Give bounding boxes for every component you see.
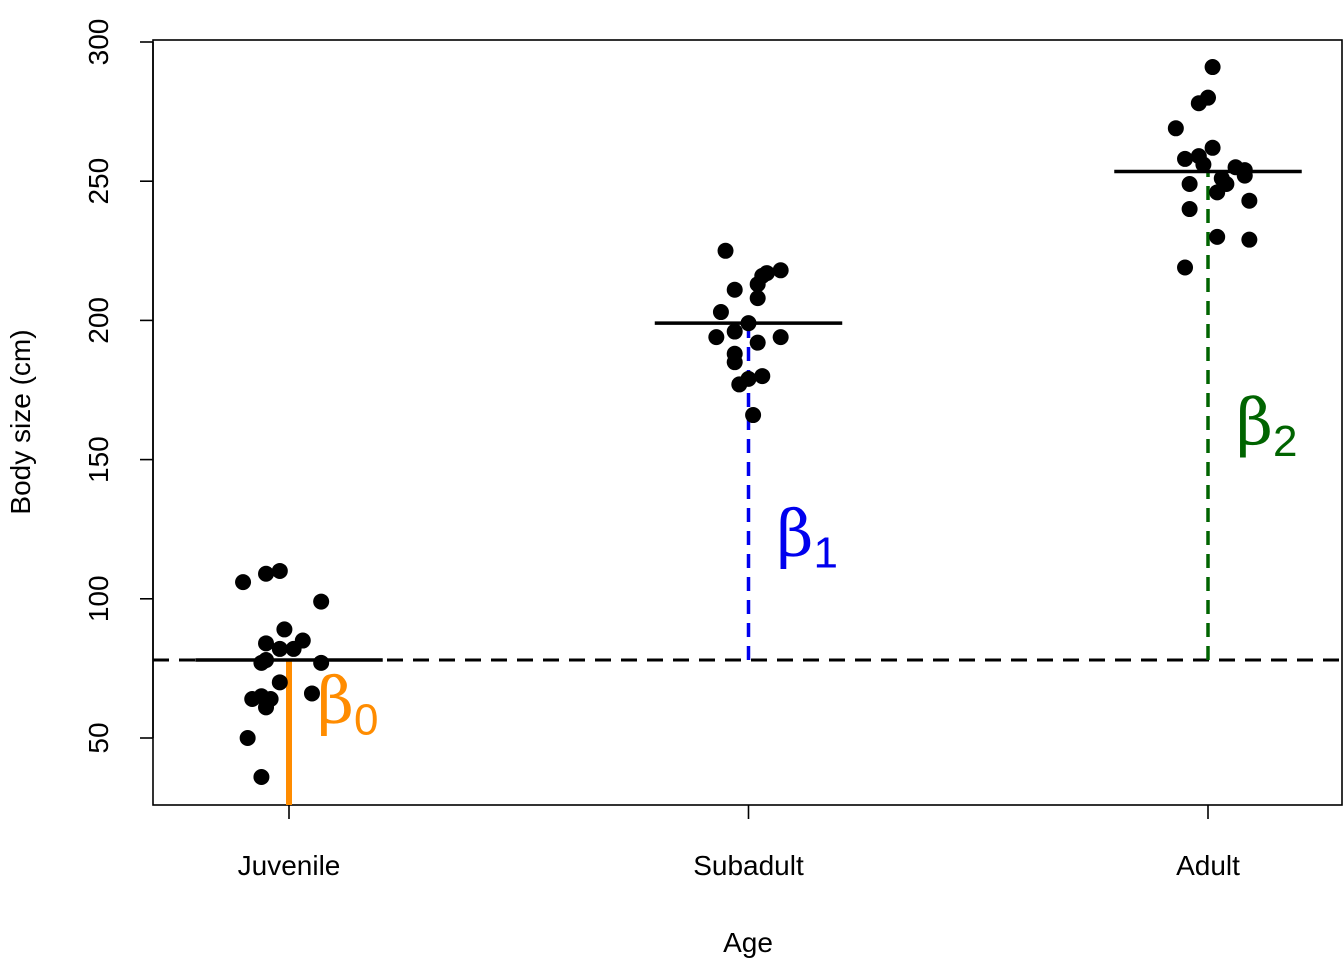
data-point <box>294 632 311 649</box>
beta-symbol: β <box>1236 386 1273 460</box>
beta-segment-layer <box>286 171 1210 805</box>
data-point <box>235 574 252 591</box>
beta-label-0: β0 <box>317 665 378 745</box>
data-point <box>712 304 729 321</box>
beta-subscript: 2 <box>1273 417 1297 466</box>
y-axis-label: Body size (cm) <box>5 329 36 514</box>
y-tick-label: 100 <box>83 575 114 622</box>
data-point <box>258 635 275 652</box>
data-point <box>749 334 766 351</box>
data-point <box>1177 150 1194 167</box>
data-point <box>313 593 330 610</box>
data-point <box>258 699 275 716</box>
data-point <box>1195 156 1212 173</box>
y-axis: 50 100 150 200 250 300 <box>83 19 154 754</box>
y-tick-label: 250 <box>83 158 114 205</box>
data-point <box>253 768 270 785</box>
data-point <box>1241 192 1258 209</box>
data-point <box>754 368 771 385</box>
beta-label-1: β1 <box>777 498 838 578</box>
data-point <box>731 376 748 393</box>
data-point <box>1167 120 1184 137</box>
x-tick-label: Subadult <box>693 850 804 881</box>
x-axis: Juvenile Subadult Adult <box>238 805 1240 881</box>
x-axis-label: Age <box>723 927 773 958</box>
data-point <box>726 323 743 340</box>
data-point <box>708 329 725 346</box>
data-point <box>303 685 320 702</box>
beta-subscript: 0 <box>354 696 378 745</box>
data-point <box>258 565 275 582</box>
beta-subscript: 1 <box>814 529 838 578</box>
y-tick-label: 300 <box>83 19 114 66</box>
data-point <box>726 281 743 298</box>
y-tick-label: 150 <box>83 436 114 483</box>
data-point <box>1209 184 1226 201</box>
data-point <box>1177 259 1194 276</box>
data-point <box>1181 201 1198 218</box>
x-tick-label: Adult <box>1176 850 1240 881</box>
data-point <box>749 276 766 293</box>
data-point <box>1181 175 1198 192</box>
data-point <box>745 407 762 424</box>
data-point <box>271 674 288 691</box>
data-point <box>717 242 734 259</box>
beta-label-2: β2 <box>1236 386 1297 466</box>
data-point <box>1204 139 1221 156</box>
data-point <box>1204 59 1221 76</box>
data-point <box>1190 95 1207 112</box>
points-layer <box>235 59 1258 785</box>
data-point <box>772 262 789 279</box>
y-tick-label: 50 <box>83 722 114 753</box>
data-point <box>271 640 288 657</box>
data-point <box>239 730 256 746</box>
data-point <box>749 290 766 307</box>
data-point <box>271 562 288 579</box>
data-point <box>772 329 789 346</box>
data-point <box>276 621 293 638</box>
data-point <box>1209 228 1226 245</box>
x-tick-label: Juvenile <box>238 850 341 881</box>
beta-symbol: β <box>317 665 354 739</box>
group-mean-layer <box>195 169 1302 662</box>
y-tick-label: 200 <box>83 297 114 344</box>
data-point <box>726 354 743 371</box>
beta-symbol: β <box>777 498 814 572</box>
data-point <box>1241 231 1258 248</box>
